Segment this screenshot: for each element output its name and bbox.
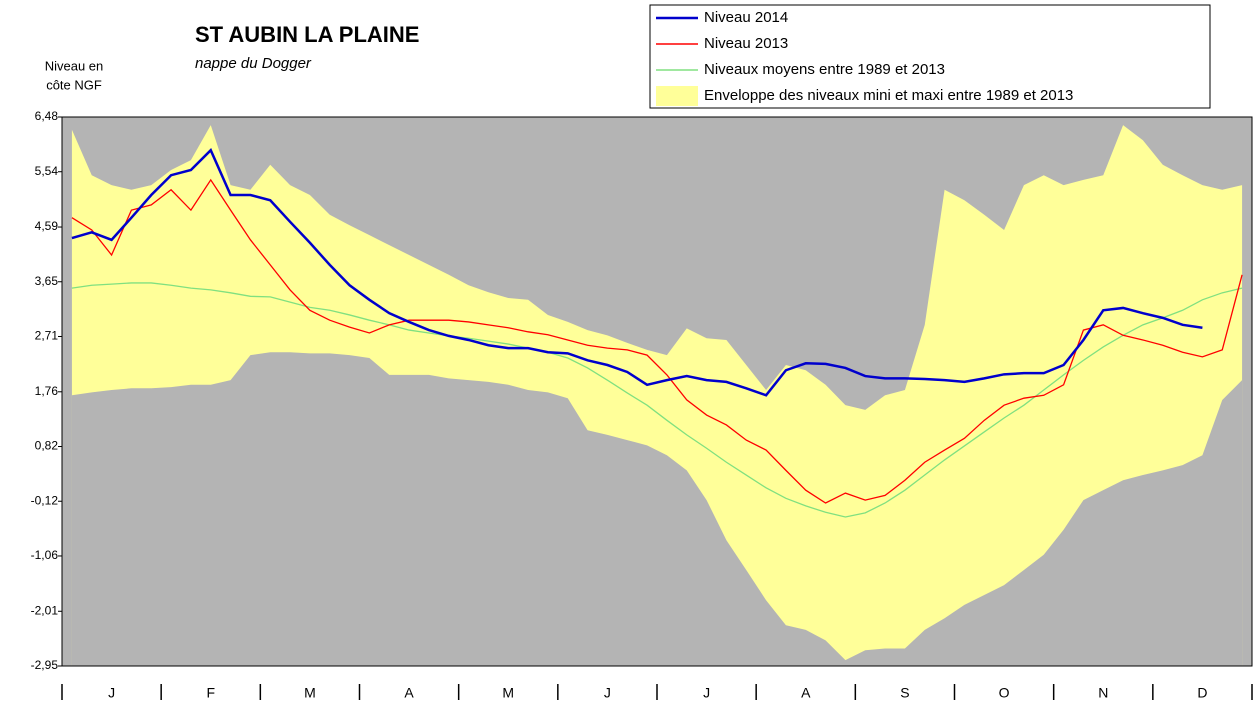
x-tick-label: O: [999, 685, 1010, 701]
x-tick-label: J: [703, 685, 710, 701]
legend-swatch: [656, 86, 698, 106]
x-tick-label: J: [108, 685, 115, 701]
x-tick-label: J: [604, 685, 611, 701]
legend-label: Niveaux moyens entre 1989 et 2013: [704, 61, 945, 78]
y-tick-label: 3,65: [35, 274, 59, 288]
y-tick-label: 5,54: [35, 164, 59, 178]
y-axis-label: côte NGF: [46, 77, 102, 92]
y-tick-label: 1,76: [35, 384, 59, 398]
x-tick-label: M: [502, 685, 514, 701]
y-tick-label: 6,48: [35, 109, 59, 123]
x-tick-label: A: [801, 685, 811, 701]
x-tick-label: A: [404, 685, 414, 701]
series-line: [71, 178, 1243, 504]
y-tick-label: -2,95: [31, 658, 59, 672]
y-tick-label: -1,06: [31, 548, 59, 562]
x-tick-label: M: [304, 685, 316, 701]
y-axis-label: Niveau en: [45, 58, 104, 73]
x-tick-label: D: [1197, 685, 1207, 701]
series-line: [71, 148, 1203, 397]
y-tick-label: 4,59: [35, 219, 59, 233]
y-tick-label: -0,12: [31, 493, 59, 507]
legend-label: Niveau 2013: [704, 35, 788, 52]
x-tick-label: S: [900, 685, 909, 701]
x-tick-label: N: [1098, 685, 1108, 701]
y-tick-label: 2,71: [35, 329, 59, 343]
x-tick-label: F: [206, 685, 215, 701]
y-tick-label: 0,82: [35, 439, 59, 453]
legend-label: Enveloppe des niveaux mini et maxi entre…: [704, 87, 1073, 104]
chart-title: ST AUBIN LA PLAINE: [195, 22, 419, 47]
envelope-area: [71, 352, 1243, 666]
y-tick-label: -2,01: [31, 603, 59, 617]
series-line: [71, 282, 1243, 518]
legend-label: Niveau 2014: [704, 9, 788, 26]
chart-subtitle: nappe du Dogger: [195, 55, 312, 72]
legend-box: [649, 4, 1211, 109]
